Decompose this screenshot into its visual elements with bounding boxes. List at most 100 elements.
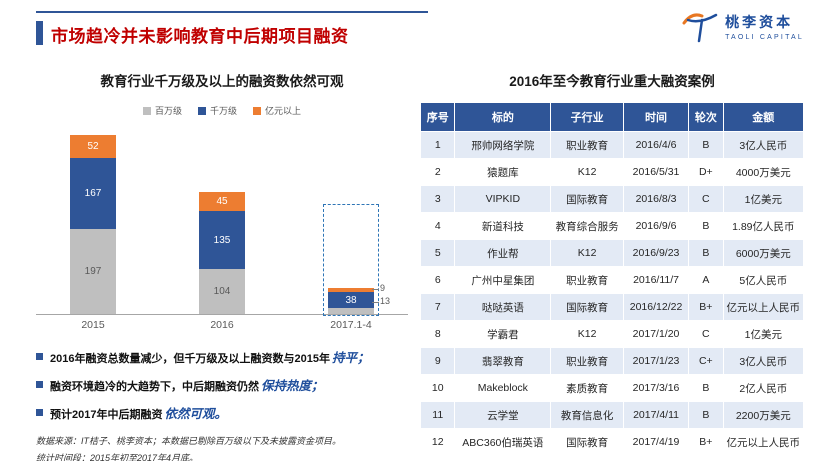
chart-legend: 百万级 千万级 亿元以上 [36,104,408,117]
table-body: 1 邢帅网络学院 职业教育 2016/4/6 B 3亿人民币 2 猿题库 K12 2016/5/3… [419,131,805,456]
bar-segment [328,308,374,314]
column-header: 标的 [454,102,552,132]
bullet-list: 2016年融资总数量减少，但千万级及以上融资数与2015年 持平； 融资环境趋冷的大… [36,347,408,422]
table-cell: 猿题库 [454,158,552,186]
table-cell: Makeblock [454,374,552,402]
table-cell: 5 [419,239,456,267]
table-cell: 新道科技 [454,212,552,240]
table-cell: 3亿人民币 [722,347,805,375]
table-row: 8 学霸君 K12 2017/1/20 C 1亿美元 [419,320,805,348]
table-cell: 2016/9/6 [622,212,690,240]
table-cell: B [688,374,724,402]
category-label: 2017.1-4 [330,319,372,331]
bullet-emphasis: 依然可观。 [164,407,227,421]
taoli-t-logo-icon [682,13,718,43]
legend-swatch [197,106,206,115]
table-cell: 职业教育 [550,131,624,159]
bullet-text: 融资环境趋冷的大趋势下，中后期融资仍然 [50,381,259,393]
bar-column: 104 135 45 2016 [187,191,257,331]
table-cell: 素质教育 [550,374,624,402]
table-cell: 2017/4/11 [622,401,690,429]
table-panel: 2016年至今教育行业重大融资案例 序号 标的 子行业 时间 轮次 金额 1 邢帅网络学院 职业… [419,70,805,456]
table-cell: 3 [419,185,456,213]
category-label: 2015 [81,319,105,331]
table-cell: D+ [688,158,724,186]
table-cell: 2017/3/16 [622,374,690,402]
stacked-bar: 104 135 45 [199,191,245,314]
table-cell: 1 [419,131,456,159]
table-row: 1 邢帅网络学院 职业教育 2016/4/6 B 3亿人民币 [419,131,805,159]
chart-title: 教育行业千万级及以上的融资数依然可观 [100,74,344,89]
callout-line [372,302,379,303]
table-cell: 邢帅网络学院 [454,131,552,159]
table-cell: 12 [419,428,456,456]
table-cell: C+ [688,347,724,375]
funding-cases-table: 序号 标的 子行业 时间 轮次 金额 1 邢帅网络学院 职业教育 2016/4/6 B 3亿人民币 2 猿… [419,102,805,456]
table-cell: 1亿美元 [722,320,805,348]
bar-segment: 45 [199,191,245,212]
table-cell: 学霸君 [454,320,552,348]
table-cell: 亿元以上人民币 [722,428,805,456]
table-cell: K12 [550,239,624,267]
table-cell: 4 [419,212,456,240]
bar-segment: 104 [199,269,245,314]
table-cell: 作业帮 [454,239,552,267]
table-cell: 2016/11/7 [622,266,690,294]
legend-item: 千万级 [197,104,237,117]
bar-segment: 135 [199,211,245,270]
table-cell: 2亿人民币 [722,374,805,402]
table-cell: 翡翠教育 [454,347,552,375]
table-cell: B [688,212,724,240]
bullet-square-icon [36,353,43,360]
legend-item: 百万级 [142,104,182,117]
legend-item: 亿元以上 [253,104,301,117]
table-cell: 职业教育 [550,266,624,294]
table-cell: 2016/9/23 [622,239,690,267]
stacked-bar: 38 [328,288,374,314]
bar-segment: 167 [70,157,116,230]
legend-label: 亿元以上 [265,106,302,116]
bullet-emphasis: 保持热度； [261,379,324,393]
table-cell: B [688,401,724,429]
table-cell: 2017/1/23 [622,347,690,375]
column-header: 轮次 [688,102,724,132]
table-cell: 8 [419,320,456,348]
callout-label: 9 [380,283,386,293]
table-row: 10 Makeblock 素质教育 2017/3/16 B 2亿人民币 [419,374,805,402]
bullet-square-icon [36,409,43,416]
logo-text: 桃李资本 TAOLI CAPITAL [725,12,804,41]
table-cell: 2200万美元 [722,401,805,429]
column-header: 序号 [419,102,456,132]
bullet-emphasis: 持平； [331,351,370,365]
table-cell: B [688,131,724,159]
table-cell: 1亿美元 [722,185,805,213]
table-cell: VIPKID [454,185,552,213]
table-cell: 6000万美元 [722,239,805,267]
stacked-bar: 197 167 52 [70,135,116,314]
stacked-bar-chart: 197 167 52 2015 104 135 45 2016 38 2017.1-4 9 13 [36,123,408,331]
column-header: 时间 [622,102,690,132]
table-cell: 哒哒英语 [454,293,552,321]
table-cell: A [688,266,724,294]
table-cell: 2016/12/22 [622,293,690,321]
table-row: 6 广州中星集团 职业教育 2016/11/7 A 5亿人民币 [419,266,805,294]
table-cell: 3亿人民币 [722,131,805,159]
table-cell: 国际教育 [550,428,624,456]
bar-column: 38 2017.1-4 9 13 [316,204,390,331]
table-cell: 7 [419,293,456,321]
table-cell: 1.89亿人民币 [722,212,805,240]
table-cell: 2016/8/3 [622,185,690,213]
table-row: 3 VIPKID 国际教育 2016/8/3 C 1亿美元 [419,185,805,213]
footnote-line: 统计时间段：2015年初至2017年4月底。 [36,453,199,461]
bullet-item: 预计2017年中后期融资 依然可观。 [36,403,408,422]
table-cell: 国际教育 [550,293,624,321]
table-row: 7 哒哒英语 国际教育 2016/12/22 B+ 亿元以上人民币 [419,293,805,321]
title-accent-bar [36,21,43,45]
table-cell: K12 [550,320,624,348]
table-cell: 2017/1/20 [622,320,690,348]
table-title: 2016年至今教育行业重大融资案例 [509,74,715,89]
table-cell: K12 [550,158,624,186]
top-rule [36,11,428,13]
table-cell: B [688,239,724,267]
table-cell: 6 [419,266,456,294]
